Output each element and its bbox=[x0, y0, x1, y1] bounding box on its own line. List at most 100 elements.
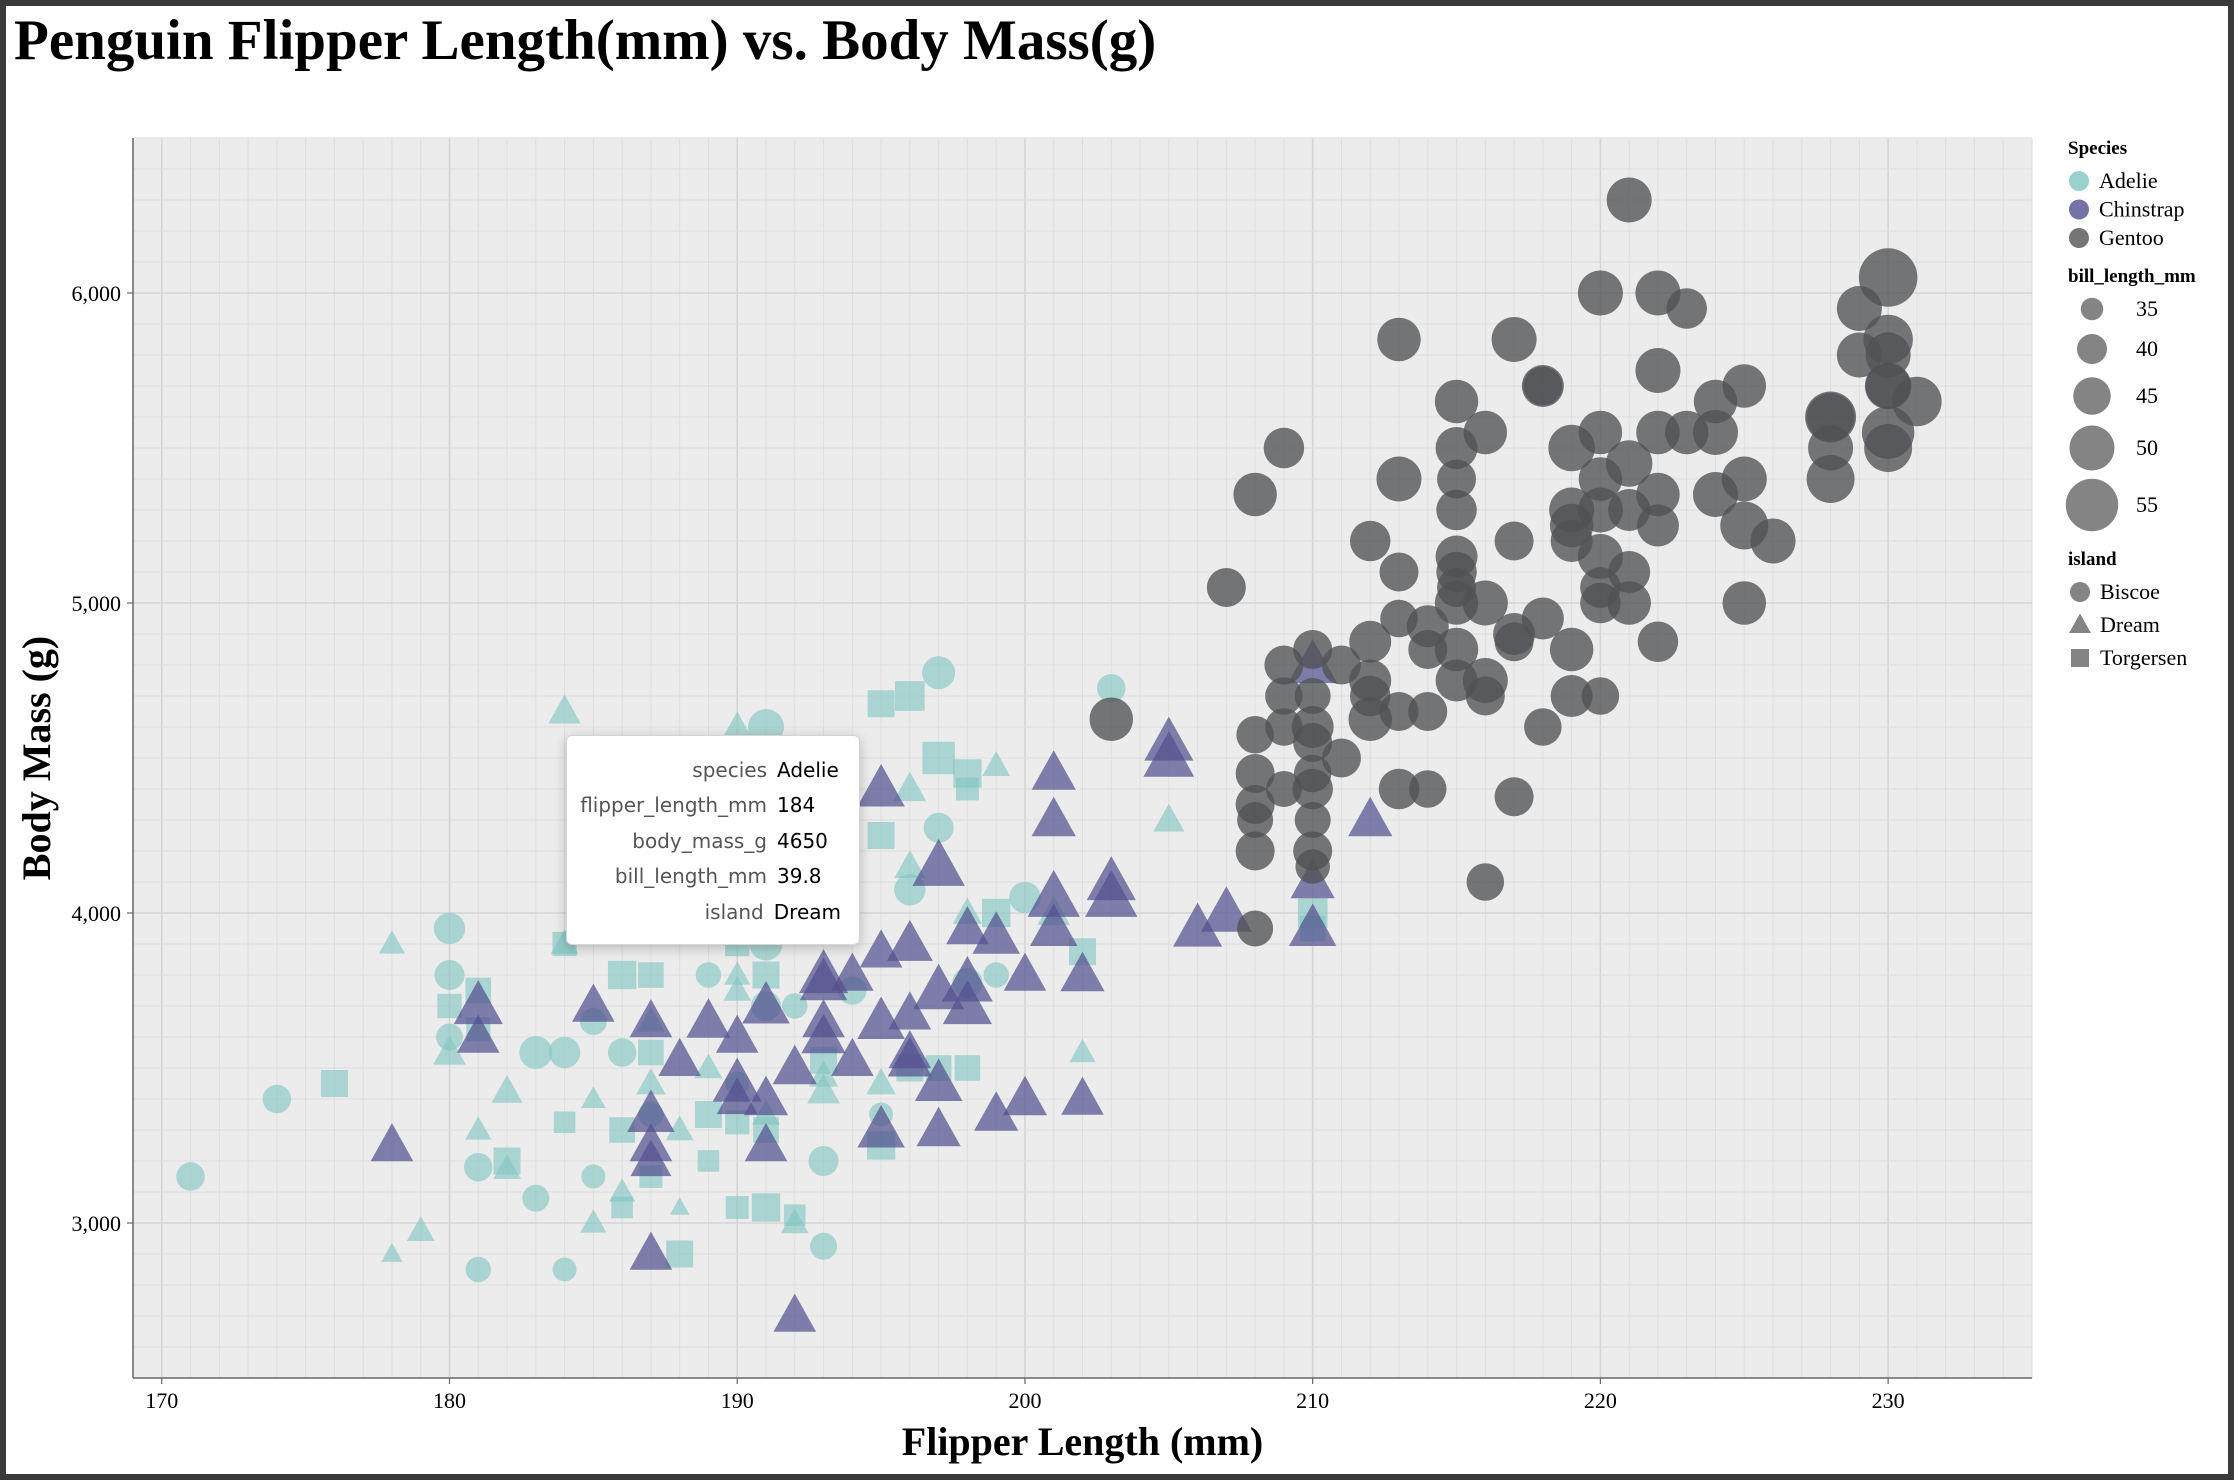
data-point bbox=[607, 960, 637, 990]
x-tick-label: 180 bbox=[433, 1388, 466, 1413]
data-point bbox=[1607, 581, 1651, 625]
data-point bbox=[716, 1077, 758, 1115]
tooltip-row: species Adelie bbox=[567, 752, 841, 788]
data-point bbox=[320, 1070, 348, 1097]
data-point bbox=[972, 911, 1020, 954]
data-point bbox=[1295, 849, 1330, 884]
tooltip-value: Adelie bbox=[777, 757, 839, 782]
data-point bbox=[433, 1035, 466, 1065]
data-point bbox=[1606, 177, 1652, 223]
x-tick-label: 200 bbox=[1008, 1388, 1041, 1413]
legend-size-label: 45 bbox=[2136, 383, 2158, 408]
data-point bbox=[456, 1014, 500, 1053]
data-point bbox=[697, 1150, 720, 1172]
y-tick-label: 5,000 bbox=[72, 591, 122, 616]
legend-size-marker bbox=[2069, 425, 2115, 471]
data-point bbox=[669, 1197, 690, 1215]
tooltip-value: Dream bbox=[773, 899, 841, 924]
data-point bbox=[519, 1036, 553, 1069]
data-point bbox=[658, 1037, 701, 1076]
data-point bbox=[922, 656, 956, 690]
data-point bbox=[1292, 768, 1333, 810]
data-point bbox=[262, 1084, 292, 1114]
legend-size-label: 35 bbox=[2136, 296, 2158, 321]
data-point bbox=[831, 1037, 874, 1076]
data-point bbox=[1524, 708, 1562, 746]
data-point bbox=[1379, 692, 1419, 731]
legend-shape-dream bbox=[2069, 613, 2091, 634]
data-point bbox=[1578, 410, 1623, 455]
data-point bbox=[370, 1123, 414, 1162]
data-point bbox=[627, 1089, 675, 1133]
data-point bbox=[1061, 1076, 1104, 1115]
data-point bbox=[807, 1074, 840, 1104]
data-point bbox=[914, 1058, 963, 1102]
data-point bbox=[1294, 802, 1331, 838]
data-point bbox=[1408, 692, 1448, 731]
data-point bbox=[1806, 455, 1855, 503]
data-point bbox=[743, 1075, 789, 1116]
data-point bbox=[886, 919, 933, 961]
x-tick-label: 220 bbox=[1584, 1388, 1617, 1413]
data-point bbox=[694, 1053, 723, 1079]
y-tick-label: 3,000 bbox=[72, 1211, 122, 1236]
data-point bbox=[1466, 863, 1505, 901]
data-point bbox=[437, 993, 462, 1019]
data-point bbox=[465, 1116, 492, 1140]
data-point bbox=[548, 694, 581, 724]
tooltip-row: bill_length_mm 39.8 bbox=[567, 859, 841, 895]
data-point bbox=[609, 1178, 636, 1202]
data-point bbox=[773, 1293, 817, 1332]
data-point bbox=[581, 1164, 606, 1189]
data-point bbox=[983, 962, 1009, 988]
data-point bbox=[1293, 723, 1333, 762]
data-point bbox=[974, 1091, 1019, 1131]
y-axis-title: Body Mass (g) bbox=[14, 636, 59, 880]
data-point bbox=[1693, 410, 1738, 455]
data-point bbox=[857, 1104, 905, 1148]
data-point bbox=[1858, 248, 1918, 307]
data-point bbox=[1437, 459, 1477, 499]
data-point bbox=[1089, 697, 1134, 741]
data-point bbox=[808, 1146, 839, 1176]
data-point bbox=[725, 1196, 749, 1219]
data-point bbox=[572, 983, 615, 1022]
tooltip-value: 184 bbox=[777, 793, 816, 818]
data-point bbox=[553, 1111, 576, 1134]
data-point bbox=[1462, 580, 1508, 626]
data-point bbox=[772, 1044, 817, 1085]
data-point bbox=[1494, 622, 1534, 662]
data-point bbox=[1608, 551, 1651, 593]
hover-tooltip: species Adelie flipper_length_mm 184 body_ma… bbox=[566, 735, 860, 945]
data-point bbox=[1237, 802, 1274, 838]
data-point bbox=[912, 838, 965, 886]
data-point bbox=[453, 980, 503, 1025]
data-point bbox=[1173, 902, 1223, 947]
legend-size-marker bbox=[2077, 334, 2107, 364]
data-point bbox=[867, 690, 895, 718]
data-point bbox=[1550, 675, 1593, 717]
data-point bbox=[744, 1123, 788, 1162]
data-point bbox=[1265, 708, 1303, 746]
data-point bbox=[1288, 903, 1337, 947]
data-point bbox=[465, 1256, 492, 1283]
data-point bbox=[1085, 869, 1138, 917]
tooltip-row: flipper_length_mm 184 bbox=[567, 788, 841, 824]
tooltip-key: body_mass_g bbox=[632, 828, 767, 853]
data-point bbox=[715, 1014, 759, 1053]
data-point bbox=[176, 1162, 205, 1191]
data-point bbox=[923, 812, 954, 843]
data-point bbox=[895, 681, 925, 711]
legend-label: Dream bbox=[2100, 612, 2160, 637]
tooltip-value: 4650 bbox=[777, 828, 828, 853]
data-point bbox=[522, 1184, 550, 1212]
data-point bbox=[580, 1209, 607, 1233]
data-point bbox=[1029, 903, 1078, 947]
data-point bbox=[1409, 770, 1447, 808]
data-point bbox=[867, 822, 895, 849]
data-point bbox=[1349, 620, 1392, 663]
legend-title: Species bbox=[2068, 138, 2127, 159]
data-point bbox=[801, 1013, 846, 1054]
tooltip-row: body_mass_g 4650 bbox=[567, 823, 841, 859]
data-point bbox=[493, 1147, 521, 1175]
